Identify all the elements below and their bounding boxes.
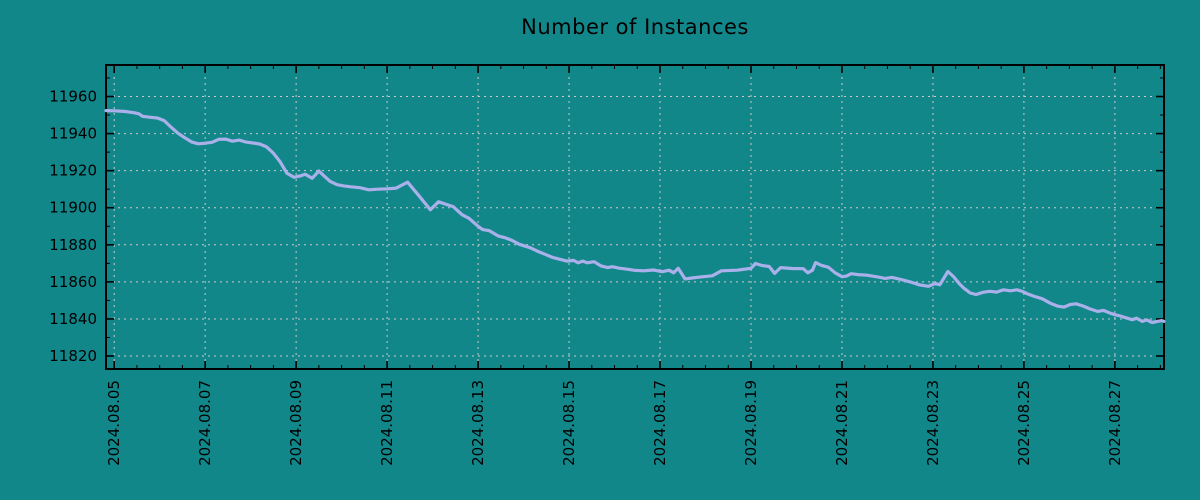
y-tick-label: 11960 [49, 88, 97, 106]
chart-title: Number of Instances [521, 15, 749, 39]
y-tick-label: 11940 [49, 125, 97, 143]
x-tick-label: 2024.08.09 [287, 380, 305, 466]
y-tick-label: 11840 [49, 310, 97, 328]
x-tick-label: 2024.08.27 [1106, 380, 1124, 466]
y-tick-label: 11880 [49, 236, 97, 254]
x-tick-label: 2024.08.15 [560, 380, 578, 466]
x-tick-label: 2024.08.11 [378, 380, 396, 466]
data-series-line [104, 108, 1166, 325]
x-tick-label: 2024.08.19 [742, 380, 760, 466]
x-tick-label: 2024.08.05 [105, 380, 123, 466]
y-tick-label: 11860 [49, 273, 97, 291]
y-tick-label: 11820 [49, 347, 97, 365]
y-tick-label: 11900 [49, 199, 97, 217]
x-tick-label: 2024.08.13 [469, 380, 487, 466]
x-tick-label: 2024.08.07 [196, 380, 214, 466]
plot-border [105, 64, 1165, 370]
x-tick-label: 2024.08.23 [924, 380, 942, 466]
x-tick-label: 2024.08.25 [1015, 380, 1033, 466]
y-tick-label: 11920 [49, 162, 97, 180]
x-tick-label: 2024.08.21 [833, 380, 851, 466]
x-tick-label: 2024.08.17 [651, 380, 669, 466]
